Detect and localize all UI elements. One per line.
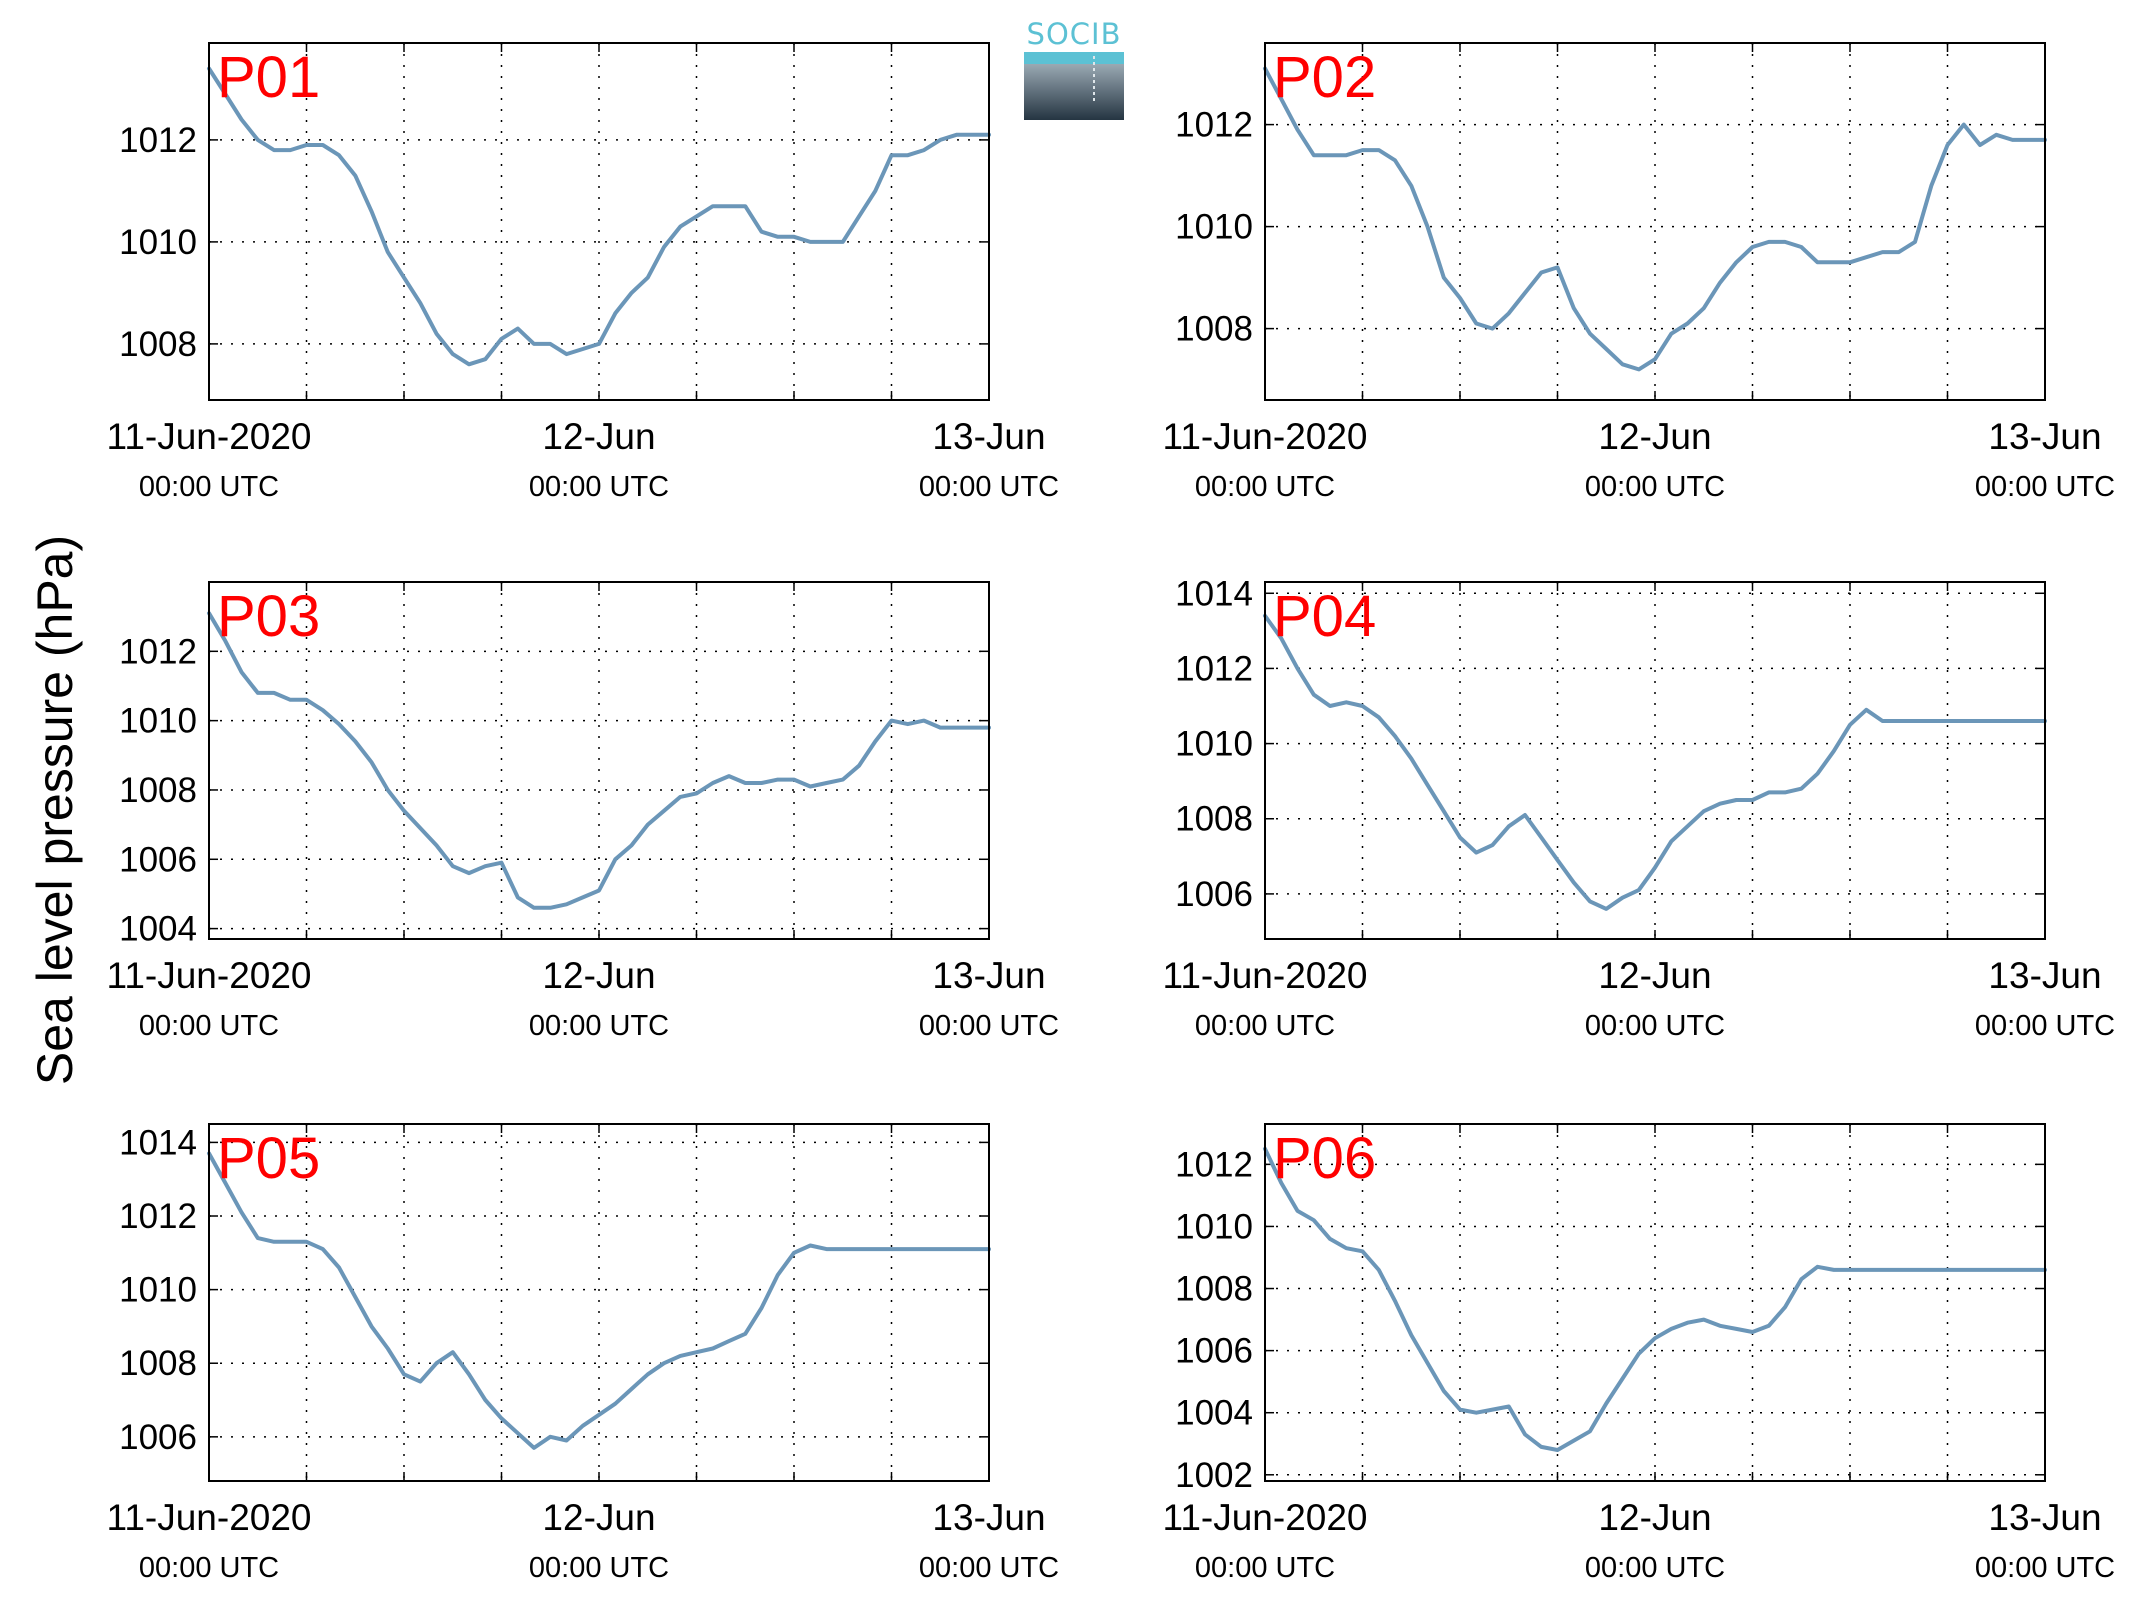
x-tick-sublabel: 00:00 UTC bbox=[1585, 1010, 1725, 1042]
y-tick-label: 1014 bbox=[119, 1123, 197, 1162]
plot-frame bbox=[1264, 1123, 2046, 1482]
x-tick-label: 12-Jun bbox=[542, 1497, 655, 1538]
panel-label: P02 bbox=[1273, 45, 1376, 110]
x-tick-label: 11-Jun-2020 bbox=[1162, 955, 1367, 996]
y-tick-label: 1012 bbox=[119, 1197, 197, 1236]
x-tick-label: 12-Jun bbox=[1598, 1497, 1711, 1538]
y-tick-label: 1012 bbox=[119, 121, 197, 160]
y-tick-label: 1008 bbox=[119, 771, 197, 810]
x-tick-label: 13-Jun bbox=[932, 955, 1045, 996]
y-tick-label: 1012 bbox=[1175, 106, 1253, 145]
plot-frame bbox=[208, 581, 990, 940]
x-tick-label: 13-Jun bbox=[1988, 1497, 2101, 1538]
series-line bbox=[207, 66, 991, 367]
y-tick-label: 1008 bbox=[1175, 1270, 1253, 1309]
x-tick-sublabel: 00:00 UTC bbox=[919, 1010, 1059, 1042]
x-tick-sublabel: 00:00 UTC bbox=[1975, 1552, 2115, 1584]
x-tick-sublabel: 00:00 UTC bbox=[1975, 471, 2115, 503]
x-tick-sublabel: 00:00 UTC bbox=[1195, 1010, 1335, 1042]
x-tick-label: 11-Jun-2020 bbox=[1162, 1497, 1367, 1538]
x-tick-sublabel: 00:00 UTC bbox=[1975, 1010, 2115, 1042]
x-tick-label: 12-Jun bbox=[542, 416, 655, 457]
panels: 1008 1010 1012 11-Jun-2020 00:00 UTC 12-Jun 00… bbox=[106, 42, 2115, 1584]
socib-logo: SOCIB bbox=[1024, 16, 1124, 120]
x-tick-sublabel: 00:00 UTC bbox=[1195, 1552, 1335, 1584]
x-tick-label: 13-Jun bbox=[932, 1497, 1045, 1538]
y-tick-label: 1006 bbox=[1175, 1332, 1253, 1371]
plot-frame bbox=[208, 1123, 990, 1482]
x-tick-label: 12-Jun bbox=[542, 955, 655, 996]
x-tick-sublabel: 00:00 UTC bbox=[529, 1552, 669, 1584]
x-tick-sublabel: 00:00 UTC bbox=[919, 1552, 1059, 1584]
y-tick-label: 1010 bbox=[119, 702, 197, 741]
plot-frame bbox=[208, 42, 990, 401]
y-tick-label: 1002 bbox=[1175, 1456, 1253, 1495]
y-tick-label: 1012 bbox=[1175, 1145, 1253, 1184]
panel-label: P01 bbox=[217, 45, 320, 110]
panel-p02: 1008 1010 1012 11-Jun-2020 00:00 UTC 12-Jun 00… bbox=[1162, 42, 2115, 503]
panel-p03: 1004 1006 1008 1010 1012 11-Jun-2020 00:00 UTC… bbox=[106, 581, 1059, 1042]
x-tick-sublabel: 00:00 UTC bbox=[529, 1010, 669, 1042]
x-tick-label: 12-Jun bbox=[1598, 416, 1711, 457]
y-tick-label: 1010 bbox=[1175, 208, 1253, 247]
x-tick-sublabel: 00:00 UTC bbox=[139, 471, 279, 503]
x-tick-label: 13-Jun bbox=[1988, 416, 2101, 457]
panel-label: P04 bbox=[1273, 584, 1376, 649]
x-tick-sublabel: 00:00 UTC bbox=[139, 1552, 279, 1584]
y-tick-label: 1004 bbox=[119, 910, 197, 949]
panel-p01: 1008 1010 1012 11-Jun-2020 00:00 UTC 12-Jun 00… bbox=[106, 42, 1059, 503]
x-tick-label: 11-Jun-2020 bbox=[1162, 416, 1367, 457]
plot-frame bbox=[1264, 581, 2046, 940]
panel-label: P06 bbox=[1273, 1126, 1376, 1191]
x-tick-label: 11-Jun-2020 bbox=[106, 416, 311, 457]
x-tick-label: 11-Jun-2020 bbox=[106, 1497, 311, 1538]
x-tick-label: 13-Jun bbox=[1988, 955, 2101, 996]
x-tick-label: 12-Jun bbox=[1598, 955, 1711, 996]
panel-label: P05 bbox=[217, 1126, 320, 1191]
series-line bbox=[1263, 613, 2047, 911]
x-tick-sublabel: 00:00 UTC bbox=[919, 471, 1059, 503]
panel-p05: 1006 1008 1010 1012 1014 11-Jun-2020 00:00 UTC… bbox=[106, 1123, 1059, 1584]
y-tick-label: 1006 bbox=[119, 840, 197, 879]
logo-text: SOCIB bbox=[1027, 17, 1122, 51]
y-tick-label: 1008 bbox=[1175, 800, 1253, 839]
plot-frame bbox=[1264, 42, 2046, 401]
x-tick-sublabel: 00:00 UTC bbox=[1585, 1552, 1725, 1584]
x-tick-sublabel: 00:00 UTC bbox=[1585, 471, 1725, 503]
y-tick-label: 1008 bbox=[119, 325, 197, 364]
y-tick-label: 1006 bbox=[119, 1418, 197, 1457]
y-tick-label: 1010 bbox=[1175, 1207, 1253, 1246]
x-tick-sublabel: 00:00 UTC bbox=[139, 1010, 279, 1042]
y-tick-label: 1008 bbox=[119, 1344, 197, 1383]
logo-block bbox=[1024, 64, 1124, 120]
series-line bbox=[1263, 1146, 2047, 1452]
y-tick-label: 1008 bbox=[1175, 310, 1253, 349]
series-line bbox=[207, 1151, 991, 1450]
y-tick-label: 1010 bbox=[119, 1271, 197, 1310]
x-tick-label: 11-Jun-2020 bbox=[106, 955, 311, 996]
y-tick-label: 1012 bbox=[1175, 649, 1253, 688]
x-tick-sublabel: 00:00 UTC bbox=[529, 471, 669, 503]
y-tick-label: 1010 bbox=[1175, 725, 1253, 764]
x-tick-label: 13-Jun bbox=[932, 416, 1045, 457]
panel-p06: 1002 1004 1006 1008 1010 1012 11-Jun-2020 00:00… bbox=[1162, 1123, 2115, 1584]
y-axis-label: Sea level pressure (hPa) bbox=[27, 535, 83, 1085]
x-tick-sublabel: 00:00 UTC bbox=[1195, 471, 1335, 503]
series-line bbox=[1263, 66, 2047, 372]
y-tick-label: 1012 bbox=[119, 632, 197, 671]
y-tick-label: 1014 bbox=[1175, 574, 1253, 613]
y-tick-label: 1004 bbox=[1175, 1394, 1253, 1433]
y-tick-label: 1010 bbox=[119, 223, 197, 262]
panel-p04: 1006 1008 1010 1012 1014 11-Jun-2020 00:00 UTC… bbox=[1162, 574, 2115, 1042]
y-tick-label: 1006 bbox=[1175, 875, 1253, 914]
series-line bbox=[207, 611, 991, 910]
logo-wave bbox=[1024, 52, 1124, 64]
panel-label: P03 bbox=[217, 584, 320, 649]
